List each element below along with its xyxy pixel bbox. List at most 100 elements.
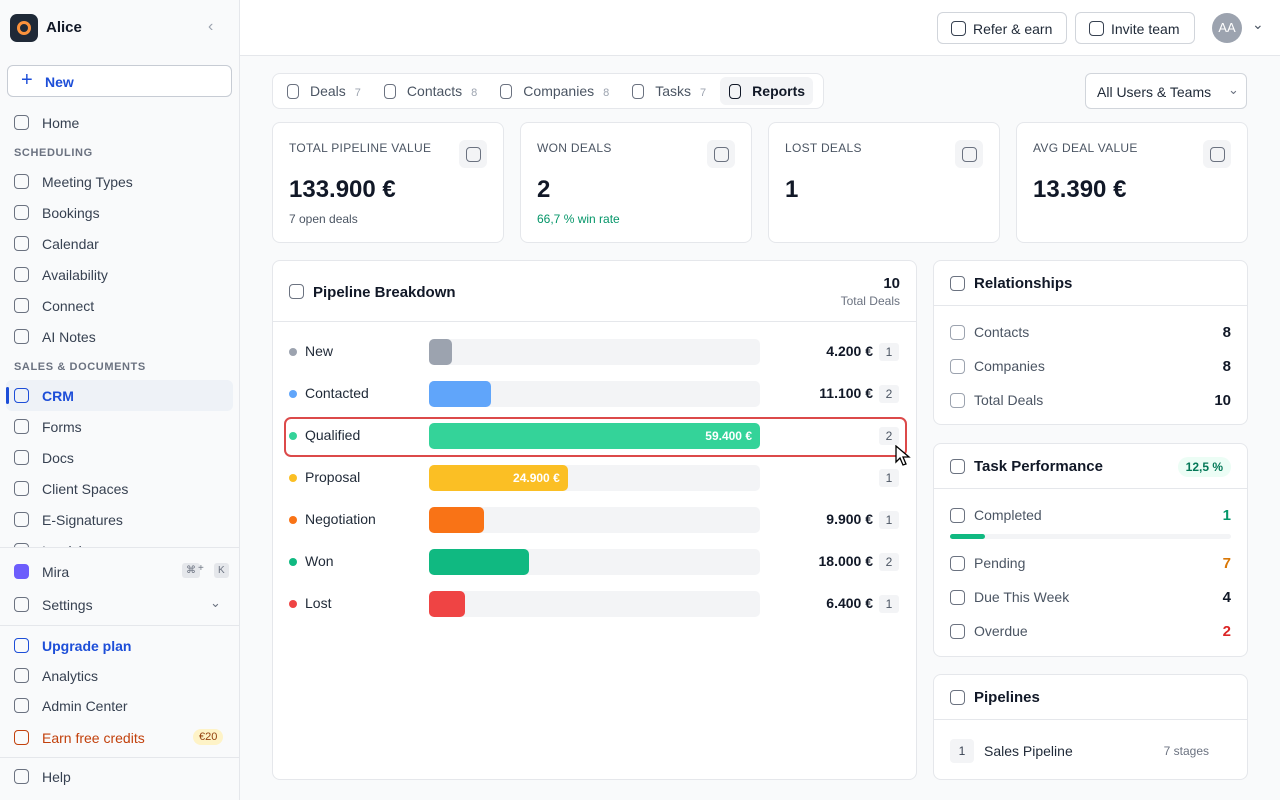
tab[interactable]: Contacts 8 [375, 77, 485, 105]
stat-card: AVG DEAL VALUE 13.390 € [1016, 122, 1248, 243]
panel-title: Relationships [974, 275, 1073, 292]
nav-label: Analytics [42, 668, 99, 684]
stage-name: New [305, 343, 334, 359]
nav-item[interactable]: Availability [6, 259, 233, 290]
nav-item[interactable]: Bookings [6, 197, 233, 228]
stat-icon [1203, 140, 1231, 168]
tab[interactable]: Tasks 7 [623, 77, 714, 105]
chevron: ⌄ [1228, 82, 1239, 97]
refer-button[interactable]: Refer & earn [937, 12, 1067, 44]
icon [1089, 21, 1104, 36]
stat-title: TOTAL PIPELINE VALUE [289, 141, 432, 155]
sidebar: Alice ‹ + New Home SCHEDULING Meeting Types Boo… [0, 0, 240, 800]
cursor [895, 445, 911, 466]
icon [466, 147, 481, 162]
icon [950, 459, 965, 474]
main: Refer & earn Invite team AA ⌄ Deals 7 Contacts… [240, 0, 1280, 800]
tab[interactable]: Deals 7 [278, 77, 369, 105]
nav-item[interactable]: AI Notes [6, 321, 233, 352]
icon [950, 276, 965, 291]
icon [950, 508, 965, 523]
stage-value: 9.900 € [826, 511, 873, 527]
new-button[interactable]: + New [7, 65, 232, 97]
stage-bar [429, 507, 485, 533]
stage-name: Proposal [305, 469, 361, 485]
panel-header [934, 444, 1247, 489]
stage-value: 11.100 € [819, 385, 873, 401]
panel-title: Pipelines [974, 689, 1040, 706]
section-heading: SCHEDULING [14, 147, 93, 159]
stat-icon [459, 140, 487, 168]
stat-value: 13.390 € [1033, 176, 1127, 203]
stat-card: TOTAL PIPELINE VALUE 133.900 € 7 open deal… [272, 122, 504, 243]
stage-count: 2 [879, 385, 899, 403]
row-value: 4 [1222, 589, 1231, 606]
stage-bar: 24.900 € [429, 465, 568, 491]
stat-title: LOST DEALS [785, 141, 862, 155]
pipeline-index: 1 [950, 739, 974, 763]
row-label: Pending [974, 555, 1026, 571]
collapse-button[interactable]: ‹ [208, 18, 214, 35]
stage-value: 6.400 € [826, 595, 873, 611]
stage-name: Qualified [305, 427, 361, 443]
nav-item[interactable]: Calendar [6, 228, 233, 259]
nav-item[interactable]: Analytics [6, 660, 233, 691]
pipeline-name[interactable]: Sales Pipeline [984, 743, 1073, 759]
nav-label: Bookings [42, 205, 100, 221]
row-value: 1 [1222, 507, 1231, 524]
icon [14, 329, 29, 344]
nav-item[interactable]: Invoicing [6, 535, 233, 547]
tab-label: Companies [523, 83, 595, 99]
stat-value: 1 [785, 176, 799, 203]
nav-item[interactable]: Mira ⌘ + K [6, 556, 233, 587]
nav-item[interactable]: Forms [6, 411, 233, 442]
total-deals: 10 [883, 275, 900, 292]
nav-item[interactable]: Client Spaces [6, 473, 233, 504]
icon [383, 84, 396, 99]
active-indicator [6, 387, 9, 404]
avatar[interactable]: AA [1212, 13, 1242, 43]
tab-label: Tasks [655, 83, 692, 99]
stage-dot [289, 516, 297, 524]
nav-item[interactable]: Meeting Types [6, 166, 233, 197]
completion-badge: 12,5 % [1177, 457, 1231, 477]
stat-icon [707, 140, 735, 168]
shortcut-key: + [198, 563, 204, 574]
nav-item[interactable]: Connect [6, 290, 233, 321]
nav-item[interactable]: CRM [6, 380, 233, 411]
nav-item[interactable]: Help [6, 761, 233, 792]
nav-item[interactable]: Admin Center [6, 690, 233, 721]
nav-label: Earn free credits [42, 730, 145, 746]
icon [951, 21, 966, 36]
stage-count: 1 [879, 511, 899, 529]
row-value: 10 [1214, 392, 1231, 409]
task-panel: Task Performance 12,5 % Completed 1 Pending 7… [933, 443, 1248, 657]
nav-item[interactable]: Home [6, 107, 233, 138]
stage-dot [289, 474, 297, 482]
tab[interactable]: Reports [720, 77, 814, 105]
divider [0, 757, 239, 758]
icon [632, 84, 645, 99]
nav-item[interactable]: E-Signatures [6, 504, 233, 535]
icon [14, 205, 29, 220]
row-label: Overdue [974, 623, 1028, 639]
stage-value: 4.200 € [826, 343, 873, 359]
invite-button[interactable]: Invite team [1075, 12, 1195, 44]
nav-item[interactable]: Docs [6, 442, 233, 473]
nav-item[interactable]: Earn free credits €20 [6, 722, 233, 753]
icon [950, 690, 965, 705]
stage-count: 1 [879, 469, 899, 487]
icon [14, 236, 29, 251]
nav-label: Forms [42, 419, 82, 435]
row-value: 8 [1222, 324, 1231, 341]
nav-label: Docs [42, 450, 74, 466]
button-label: Invite team [1111, 21, 1180, 37]
tab[interactable]: Companies 8 [491, 77, 617, 105]
nav-item[interactable]: Upgrade plan [6, 630, 233, 661]
nav-item[interactable]: Settings ⌄ [6, 589, 233, 620]
icon [14, 419, 29, 434]
shortcut-key: ⌘ [182, 563, 200, 578]
user-filter[interactable]: All Users & Teams ⌄ [1085, 73, 1247, 109]
nav-label: Availability [42, 267, 108, 283]
tab-label: Reports [752, 83, 806, 99]
